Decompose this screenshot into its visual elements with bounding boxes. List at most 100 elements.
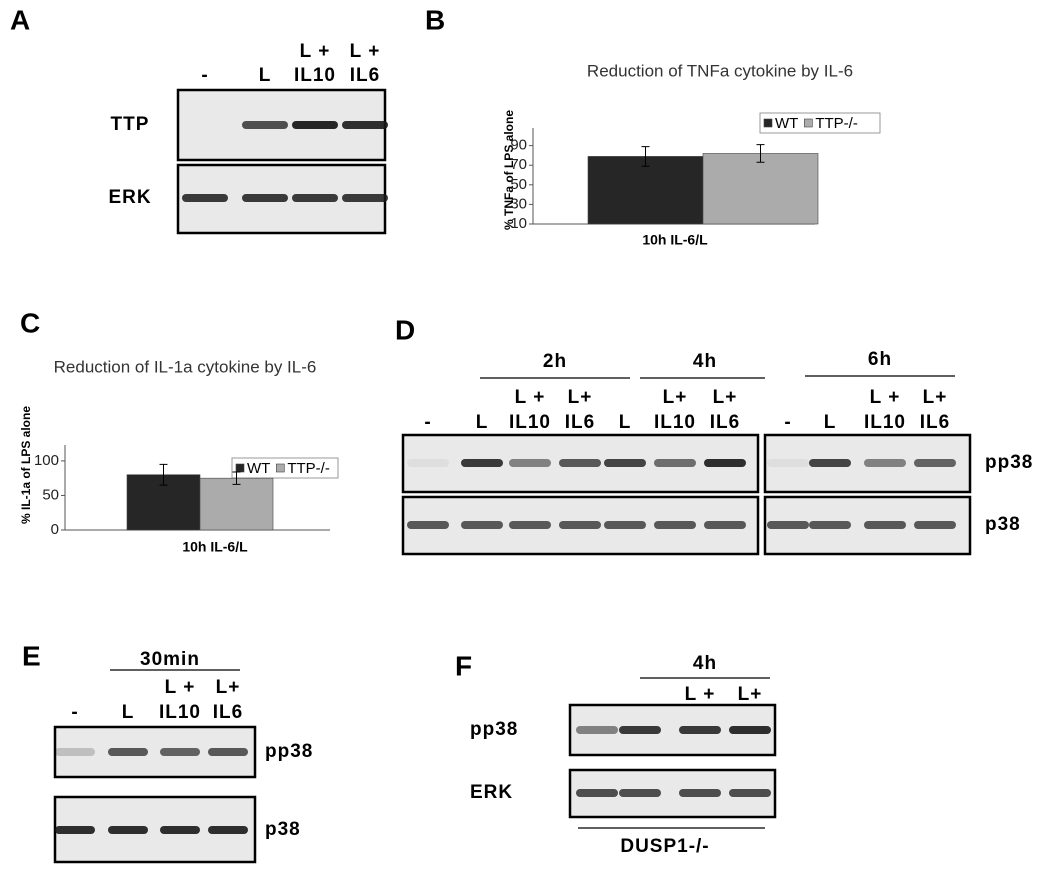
band: [461, 521, 503, 529]
row-label: TTP: [111, 114, 150, 135]
band: [914, 521, 956, 529]
lane-label: L +: [870, 387, 901, 408]
time-header: 30min: [140, 649, 200, 670]
x-tick-label: 10h IL-6/L: [642, 232, 708, 248]
band: [55, 826, 95, 834]
y-tick-label: 50: [42, 486, 59, 503]
band: [509, 459, 551, 467]
panel-letter: D: [395, 314, 415, 345]
band: [729, 789, 771, 797]
time-header: 4h: [693, 351, 717, 372]
lane-label: IL6: [565, 412, 595, 433]
x-tick-label: 10h IL-6/L: [182, 539, 248, 555]
band: [604, 459, 646, 467]
band: [809, 459, 851, 467]
genotype-label: DUSP1-/-: [620, 836, 709, 857]
y-tick-label: 10: [510, 215, 527, 232]
legend-swatch: [276, 463, 285, 473]
band: [55, 748, 95, 756]
legend-label: TTP-/-: [287, 460, 330, 477]
lane-label: L +: [685, 684, 716, 705]
legend-box: [231, 457, 339, 479]
y-tick-label: 50: [510, 176, 527, 193]
band: [679, 789, 721, 797]
time-header: 4h: [693, 653, 717, 674]
lane-label: L +: [300, 41, 331, 62]
lane-label: L +: [515, 387, 546, 408]
legend-swatch: [804, 118, 813, 128]
legend-swatch: [763, 118, 773, 128]
lane-label: L+: [216, 677, 241, 698]
band: [292, 194, 338, 202]
band: [292, 121, 338, 129]
lane-label: L+: [713, 387, 738, 408]
band: [208, 826, 248, 834]
panel-letter: C: [20, 307, 40, 338]
band: [704, 459, 746, 467]
row-label: pp38: [985, 452, 1033, 473]
band: [619, 789, 661, 797]
lane-label: L: [259, 65, 272, 86]
band: [704, 521, 746, 529]
lane-label: IL10: [159, 702, 201, 723]
lane-label: L: [619, 412, 632, 433]
band: [461, 459, 503, 467]
row-label: pp38: [265, 741, 313, 762]
band: [729, 726, 771, 734]
lane-label: L+: [663, 387, 688, 408]
lane-label: IL6: [920, 412, 950, 433]
legend-label: WT: [247, 460, 270, 477]
lane-label: -: [784, 412, 791, 433]
bar: [199, 477, 274, 531]
band: [559, 521, 601, 529]
band: [864, 459, 906, 467]
legend-box: [759, 112, 881, 134]
panel-letter: A: [10, 4, 30, 35]
legend-label: WT: [775, 115, 798, 132]
band: [242, 194, 288, 202]
chart-title: Reduction of IL-1a cytokine by IL-6: [54, 357, 317, 376]
y-tick-label: 0: [51, 521, 59, 538]
band: [108, 748, 148, 756]
lane-label: IL10: [294, 65, 336, 86]
error-bar: [159, 463, 168, 486]
band: [208, 748, 248, 756]
lane-label: L +: [350, 41, 381, 62]
row-label: pp38: [470, 719, 518, 740]
bar: [702, 153, 819, 225]
band: [342, 194, 388, 202]
lane-label: L+: [738, 684, 763, 705]
band: [767, 459, 809, 467]
lane-label: L: [476, 412, 489, 433]
lane-label: -: [424, 412, 431, 433]
error-bar: [232, 471, 241, 485]
band: [160, 748, 200, 756]
band: [914, 459, 956, 467]
y-axis-label: % IL-1a of LPS alone: [19, 406, 33, 524]
row-label: p38: [985, 514, 1021, 535]
lane-label: IL6: [350, 65, 380, 86]
band: [604, 521, 646, 529]
lane-label: IL10: [654, 412, 696, 433]
lane-label: L: [122, 702, 135, 723]
band: [559, 459, 601, 467]
row-label: ERK: [108, 187, 151, 208]
band: [342, 121, 388, 129]
row-label: p38: [265, 819, 301, 840]
row-label: ERK: [470, 782, 513, 803]
band: [509, 521, 551, 529]
lane-label: L: [824, 412, 837, 433]
y-tick-label: 70: [510, 156, 527, 173]
y-tick-label: 30: [510, 195, 527, 212]
band: [576, 726, 618, 734]
panel-letter: F: [455, 650, 472, 681]
legend-label: TTP-/-: [815, 115, 858, 132]
band: [809, 521, 851, 529]
lane-label: IL10: [864, 412, 906, 433]
legend-swatch: [235, 463, 245, 473]
band: [679, 726, 721, 734]
band: [242, 121, 288, 129]
band: [407, 521, 449, 529]
band: [576, 789, 618, 797]
band: [619, 726, 661, 734]
